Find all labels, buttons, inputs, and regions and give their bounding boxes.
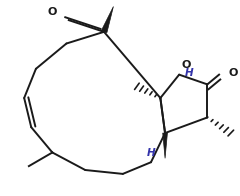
Polygon shape [163, 133, 168, 158]
Text: H: H [185, 68, 194, 78]
Text: O: O [48, 7, 57, 17]
Text: H: H [147, 148, 156, 158]
Polygon shape [101, 6, 114, 33]
Text: O: O [228, 68, 238, 78]
Text: O: O [181, 60, 191, 70]
